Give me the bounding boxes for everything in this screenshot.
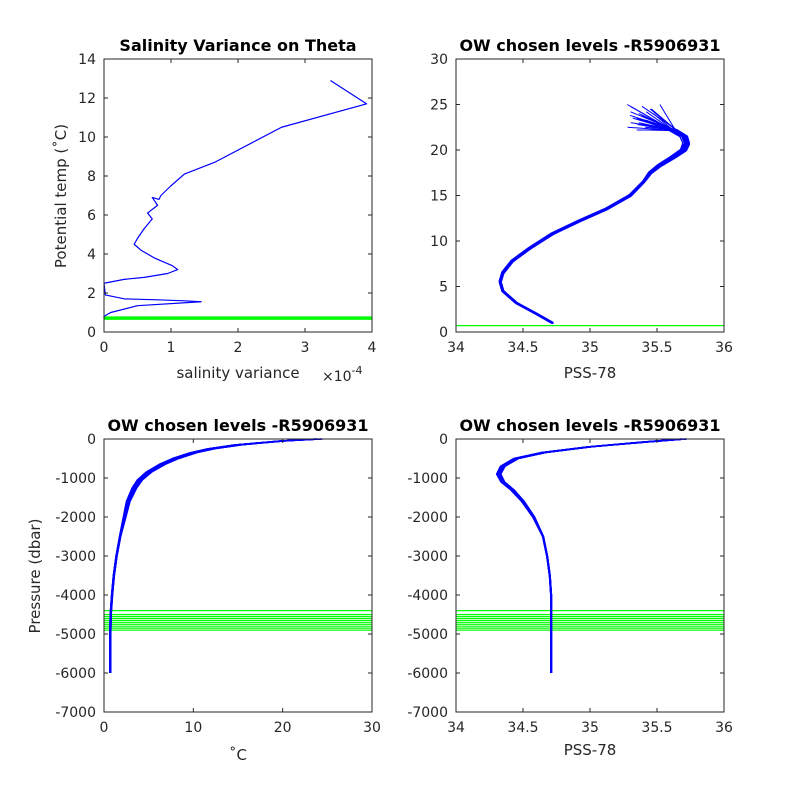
y-tick-label: -5000 <box>407 627 448 643</box>
ts-profile-line <box>499 129 688 324</box>
x-axis-exponent-power: -4 <box>352 364 363 377</box>
x-tick-label: 30 <box>363 720 381 736</box>
x-tick-label: 35.5 <box>641 340 672 356</box>
y-tick-label: 0 <box>87 325 96 341</box>
y-tick-label: -6000 <box>407 666 448 682</box>
plot-area <box>104 59 372 332</box>
chart-title: Salinity Variance on Theta <box>119 36 356 55</box>
y-axis-label: Potential temp (˚C) <box>52 124 70 268</box>
x-tick-label: 2 <box>234 340 243 356</box>
y-tick-label: -6000 <box>55 666 96 682</box>
x-axis-label: ˚C <box>229 746 247 764</box>
pressure-profile-line <box>110 438 323 673</box>
x-tick-label: 34 <box>447 340 465 356</box>
x-tick-label: 34.5 <box>507 340 538 356</box>
pressure-profile-line <box>109 438 316 673</box>
y-tick-label: -4000 <box>55 588 96 604</box>
y-tick-label: -5000 <box>55 627 96 643</box>
plot-area <box>456 439 724 712</box>
variance-series-line <box>103 79 368 319</box>
y-tick-label: 8 <box>87 169 96 185</box>
plot-area <box>456 59 724 332</box>
subplot-theta-salinity: 34 34.5 35 35.5 36 0 5 10 15 20 25 30 OW chosen lev… <box>430 36 733 382</box>
chart-title: OW chosen levels -R5906931 <box>459 36 720 55</box>
y-tick-label: 6 <box>87 208 96 224</box>
y-tick-label: 10 <box>430 234 448 250</box>
x-axis-exponent-label: ×10-4 <box>322 364 363 385</box>
y-tick-label: 0 <box>439 432 448 448</box>
axes-box <box>103 438 373 713</box>
x-tick-label: 34.5 <box>507 720 538 736</box>
y-tick-label: 10 <box>78 130 96 146</box>
y-axis-label: Pressure (dbar) <box>26 519 44 634</box>
x-tick-label: 4 <box>368 340 377 356</box>
x-axis-label: PSS-78 <box>564 741 617 759</box>
x-tick-label: 1 <box>167 340 176 356</box>
plot-area <box>104 439 372 712</box>
y-tick-label: 5 <box>439 280 448 296</box>
subplot-pressure-temperature: 0 10 20 30 0 -1000 -2000 -3000 -4000 -5000 -6000 -7… <box>26 416 381 764</box>
y-tick-label: 2 <box>87 286 96 302</box>
y-tick-label: 15 <box>430 189 448 205</box>
x-tick-label: 20 <box>274 720 292 736</box>
y-tick-label: -4000 <box>407 588 448 604</box>
y-tick-label: 0 <box>439 325 448 341</box>
x-axis-exponent-base: ×10 <box>322 369 352 385</box>
y-tick-label: 12 <box>78 91 96 107</box>
y-tick-label: -1000 <box>55 471 96 487</box>
y-tick-label: 20 <box>430 143 448 159</box>
chart-title: OW chosen levels -R5906931 <box>107 416 368 435</box>
y-tick-label: -3000 <box>407 549 448 565</box>
x-tick-label: 10 <box>184 720 202 736</box>
y-tick-label: 4 <box>87 247 96 263</box>
x-tick-label: 35 <box>581 720 599 736</box>
y-tick-label: -1000 <box>407 471 448 487</box>
x-tick-label: 36 <box>715 720 733 736</box>
x-axis-label: salinity variance <box>176 364 299 382</box>
y-tick-label: -3000 <box>55 549 96 565</box>
pressure-profile-line <box>497 438 683 673</box>
y-tick-label: -7000 <box>407 705 448 721</box>
x-tick-label: 35.5 <box>641 720 672 736</box>
y-tick-label: -2000 <box>55 510 96 526</box>
x-tick-label: 0 <box>100 340 109 356</box>
x-tick-label: 36 <box>715 340 733 356</box>
y-tick-label: 14 <box>78 52 96 68</box>
y-tick-label: 30 <box>430 52 448 68</box>
x-tick-label: 35 <box>581 340 599 356</box>
y-tick-label: -7000 <box>55 705 96 721</box>
chart-title: OW chosen levels -R5906931 <box>459 416 720 435</box>
x-tick-label: 3 <box>301 340 310 356</box>
y-tick-label: -2000 <box>407 510 448 526</box>
x-axis-label: PSS-78 <box>564 364 617 382</box>
x-tick-label: 0 <box>100 720 109 736</box>
y-tick-label: 0 <box>87 432 96 448</box>
subplot-pressure-salinity: 34 34.5 35 35.5 36 0 -1000 -2000 -3000 -4000 -5000… <box>407 416 733 759</box>
y-tick-label: 25 <box>430 98 448 114</box>
x-tick-label: 34 <box>447 720 465 736</box>
